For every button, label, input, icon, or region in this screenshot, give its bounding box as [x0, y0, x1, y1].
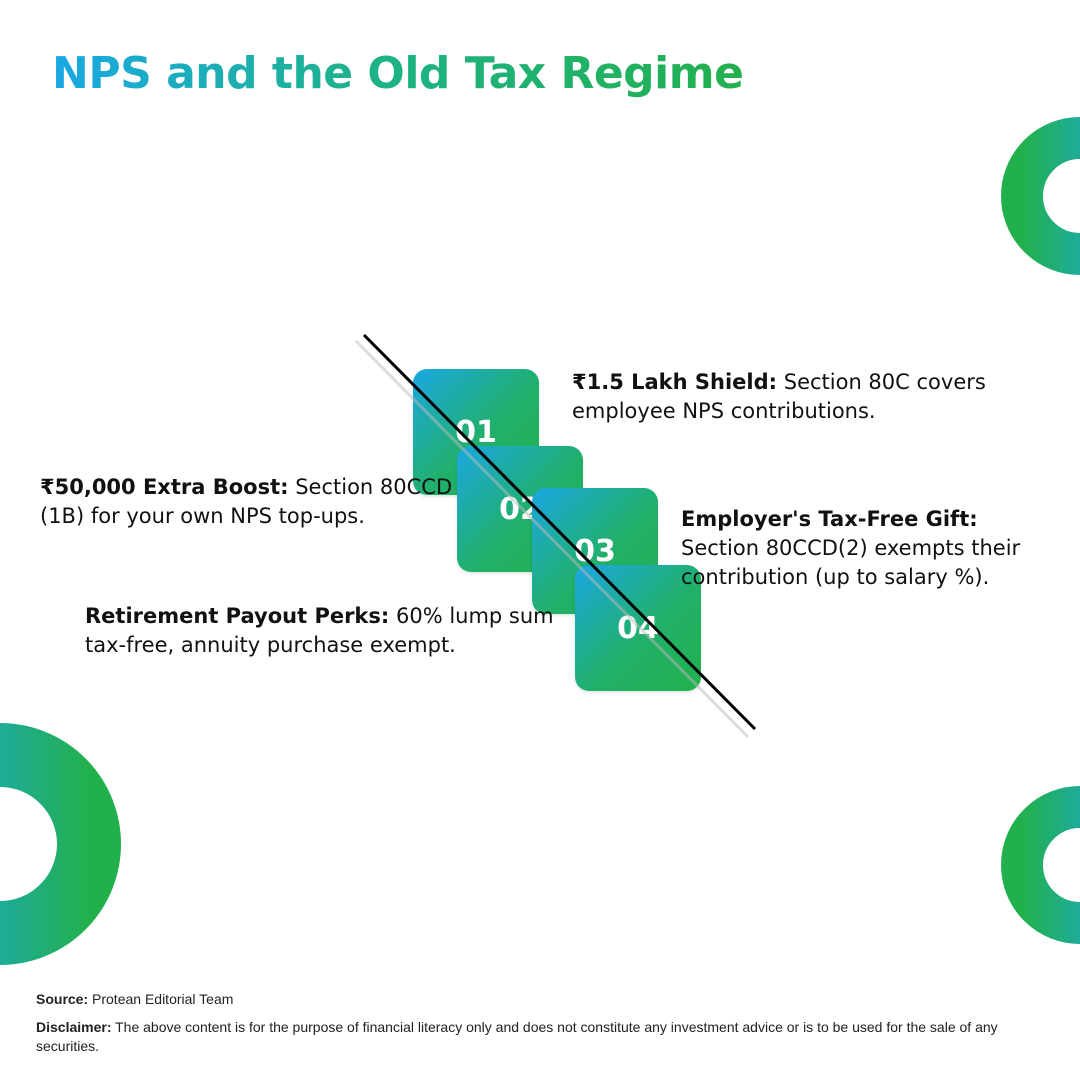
decorative-ring-bottom-right	[1001, 786, 1080, 944]
step-01-number: 01	[455, 414, 497, 450]
decorative-ring-bottom-left	[0, 723, 121, 965]
step-04-text: 60% lump sum tax-free, annuity purchase …	[85, 604, 554, 657]
step-03-heading: Employer's Tax-Free Gift:	[681, 507, 978, 531]
step-01-heading: ₹1.5 Lakh Shield:	[572, 370, 778, 394]
source-note: Source: Protean Editorial Team	[36, 990, 1046, 1009]
step-02-text: Section 80CCD (1B) for your own NPS top-…	[40, 475, 453, 528]
source-label: Source:	[36, 991, 89, 1007]
step-01-text: Section 80C covers employee NPS contribu…	[572, 370, 986, 423]
step-03-description: Employer's Tax-Free Gift: Section 80CCD(…	[681, 505, 1061, 592]
decorative-ring-top-right	[1001, 117, 1080, 275]
step-03-text: Section 80CCD(2) exempts their contribut…	[681, 536, 1021, 589]
disclaimer-text: The above content is for the purpose of …	[36, 1019, 998, 1054]
source-text: Protean Editorial Team	[88, 991, 234, 1007]
disclaimer-note: Disclaimer: The above content is for the…	[36, 1018, 1046, 1056]
step-04-heading: Retirement Payout Perks:	[85, 604, 390, 628]
step-02-heading: ₹50,000 Extra Boost:	[40, 475, 289, 499]
step-03-number: 03	[574, 533, 616, 569]
step-04-description: Retirement Payout Perks: 60% lump sum ta…	[85, 602, 580, 660]
step-01-description: ₹1.5 Lakh Shield: Section 80C covers emp…	[572, 368, 1002, 426]
disclaimer-label: Disclaimer:	[36, 1019, 112, 1035]
step-04-number: 04	[617, 610, 659, 646]
step-02-description: ₹50,000 Extra Boost: Section 80CCD (1B) …	[40, 473, 465, 531]
page-title: NPS and the Old Tax Regime	[52, 48, 744, 99]
